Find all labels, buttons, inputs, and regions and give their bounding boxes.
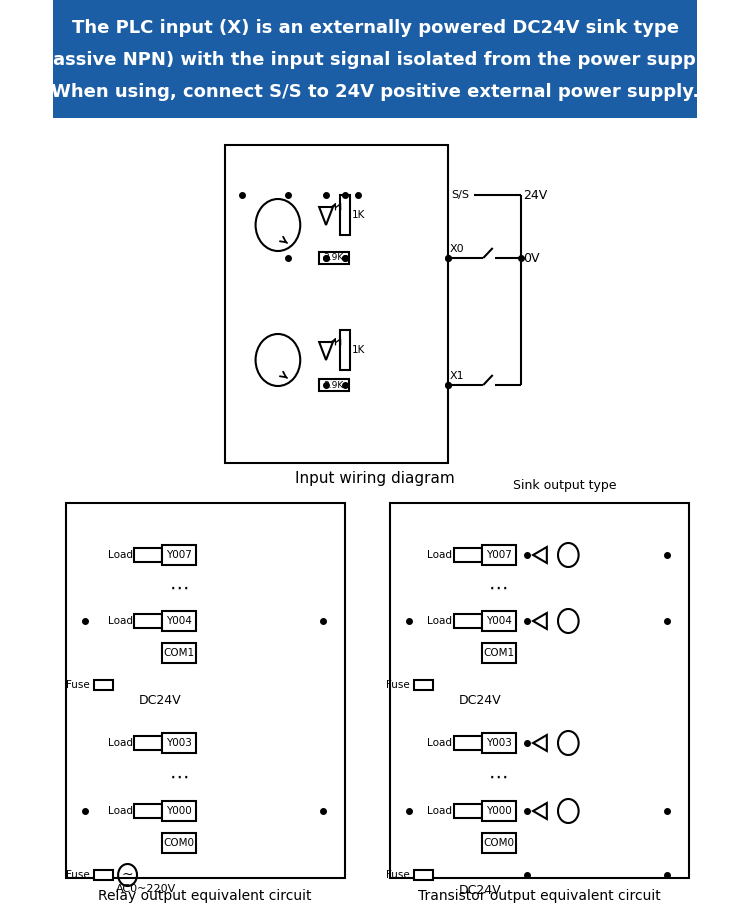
Text: DC24V: DC24V — [458, 885, 501, 898]
Text: COM1: COM1 — [483, 648, 514, 658]
Text: Y007: Y007 — [166, 550, 192, 560]
Text: Y004: Y004 — [486, 616, 512, 626]
Bar — [454, 614, 482, 628]
Text: Load: Load — [427, 806, 452, 816]
Bar — [482, 611, 516, 631]
Bar — [134, 548, 162, 562]
Bar — [134, 614, 162, 628]
Bar — [482, 643, 516, 663]
FancyBboxPatch shape — [53, 0, 698, 118]
Bar — [454, 736, 482, 750]
Text: 1K: 1K — [352, 345, 365, 355]
Bar — [162, 643, 196, 663]
Bar — [482, 733, 516, 753]
Bar — [162, 833, 196, 853]
Bar — [414, 870, 433, 880]
Text: Y007: Y007 — [486, 550, 512, 560]
Text: (passive NPN) with the input signal isolated from the power supply.: (passive NPN) with the input signal isol… — [32, 51, 718, 69]
Polygon shape — [533, 803, 547, 819]
Text: 3.9K: 3.9K — [324, 381, 344, 390]
Bar — [454, 548, 482, 562]
Text: ⋯: ⋯ — [489, 579, 508, 598]
Text: DC24V: DC24V — [458, 694, 501, 708]
Text: Load: Load — [108, 550, 133, 560]
Text: COM0: COM0 — [483, 838, 514, 848]
Polygon shape — [533, 613, 547, 629]
Text: Y000: Y000 — [486, 806, 512, 816]
Text: Load: Load — [108, 738, 133, 748]
Text: When using, connect S/S to 24V positive external power supply.: When using, connect S/S to 24V positive … — [51, 83, 699, 101]
Bar — [134, 736, 162, 750]
Text: X0: X0 — [450, 244, 464, 254]
Bar — [320, 379, 350, 391]
Text: 1K: 1K — [352, 210, 365, 220]
Text: The PLC input (X) is an externally powered DC24V sink type: The PLC input (X) is an externally power… — [71, 19, 679, 37]
Bar — [389, 503, 688, 878]
Text: Fuse: Fuse — [66, 870, 90, 880]
Bar — [94, 870, 113, 880]
Text: Fuse: Fuse — [386, 680, 410, 690]
Text: COM0: COM0 — [164, 838, 194, 848]
Text: 3.9K: 3.9K — [324, 253, 344, 262]
Text: Load: Load — [108, 616, 133, 626]
Text: Load: Load — [427, 738, 452, 748]
Text: ⋯: ⋯ — [170, 768, 189, 787]
Text: Load: Load — [108, 806, 133, 816]
Text: X1: X1 — [450, 371, 464, 381]
Bar — [414, 680, 433, 690]
Polygon shape — [320, 207, 333, 225]
Bar — [482, 545, 516, 565]
Bar — [482, 801, 516, 821]
Bar — [66, 503, 345, 878]
Text: DC24V: DC24V — [139, 694, 182, 708]
Text: Sink output type: Sink output type — [513, 479, 616, 492]
Text: Fuse: Fuse — [386, 870, 410, 880]
Bar — [320, 252, 350, 264]
Bar — [340, 330, 350, 370]
Bar — [340, 195, 350, 235]
Bar — [162, 801, 196, 821]
Polygon shape — [533, 735, 547, 751]
Text: Load: Load — [427, 550, 452, 560]
Text: Y000: Y000 — [166, 806, 192, 816]
Bar — [454, 804, 482, 818]
Bar — [94, 680, 113, 690]
Text: 24V: 24V — [523, 189, 547, 202]
Text: Fuse: Fuse — [66, 680, 90, 690]
Bar — [134, 804, 162, 818]
Text: ~: ~ — [122, 868, 134, 882]
Text: 0V: 0V — [523, 251, 539, 264]
Text: ⋯: ⋯ — [489, 768, 508, 787]
Polygon shape — [320, 342, 333, 360]
Text: AC0~220V: AC0~220V — [116, 884, 176, 894]
Text: COM1: COM1 — [164, 648, 195, 658]
Text: Y003: Y003 — [486, 738, 512, 748]
Bar — [482, 833, 516, 853]
Text: Input wiring diagram: Input wiring diagram — [296, 470, 454, 485]
Text: S/S: S/S — [452, 190, 470, 200]
Text: Relay output equivalent circuit: Relay output equivalent circuit — [98, 889, 312, 903]
Bar — [225, 145, 448, 463]
Bar — [162, 611, 196, 631]
Bar — [162, 545, 196, 565]
Bar — [162, 733, 196, 753]
Text: Transistor output equivalent circuit: Transistor output equivalent circuit — [418, 889, 661, 903]
Text: Y003: Y003 — [166, 738, 192, 748]
Polygon shape — [533, 547, 547, 563]
Text: Y004: Y004 — [166, 616, 192, 626]
Text: ⋯: ⋯ — [170, 579, 189, 598]
Text: Load: Load — [427, 616, 452, 626]
